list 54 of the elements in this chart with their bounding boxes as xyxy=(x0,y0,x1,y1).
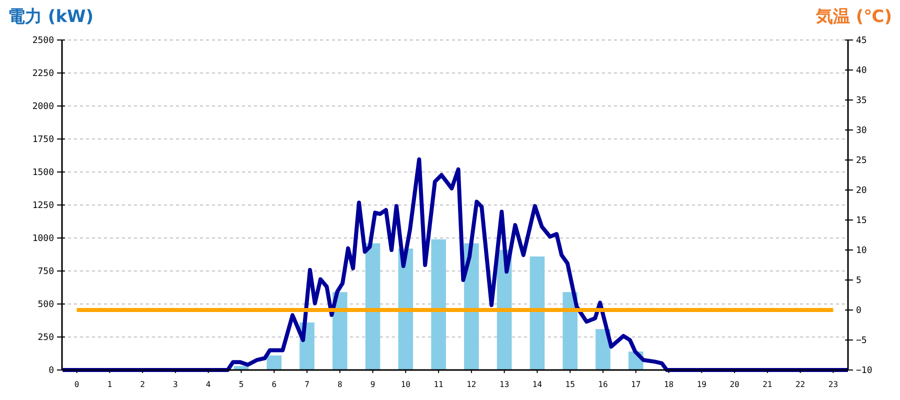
x-tick-label: 5 xyxy=(238,380,244,389)
x-tick-label: 15 xyxy=(565,380,576,389)
y2-tick-label: 45 xyxy=(856,36,867,46)
x-tick-label: 21 xyxy=(762,380,772,389)
y-tick-label: 2500 xyxy=(32,36,54,46)
bar xyxy=(365,243,380,370)
x-tick-label: 10 xyxy=(400,380,411,389)
y2-tick-label: 30 xyxy=(856,126,867,136)
x-tick-label: 2 xyxy=(140,380,146,389)
y2-tick-label: 35 xyxy=(856,96,867,106)
x-tick-label: 6 xyxy=(272,380,277,389)
x-tick-label: 12 xyxy=(466,380,476,389)
x-tick-label: 3 xyxy=(173,380,178,389)
x-tick-label: 16 xyxy=(598,380,608,389)
bar xyxy=(596,329,610,370)
y2-tick-label: 15 xyxy=(856,216,867,226)
y-tick-label: 2000 xyxy=(32,102,54,112)
x-tick-label: 19 xyxy=(696,380,707,389)
x-tick-label: 0 xyxy=(74,380,80,389)
y2-tick-label: −5 xyxy=(856,336,867,346)
y2-tick-label: 25 xyxy=(856,156,867,166)
y2-tick-label: 5 xyxy=(856,276,862,286)
y-tick-label: 1750 xyxy=(32,135,54,145)
x-tick-label: 23 xyxy=(828,380,838,389)
x-tick-label: 22 xyxy=(795,380,806,389)
x-tick-label: 20 xyxy=(730,380,740,389)
y2-axis-title: 気温 (℃) xyxy=(814,7,892,27)
x-tick-label: 13 xyxy=(500,380,510,389)
y2-tick-label: 20 xyxy=(856,186,867,196)
x-tick-label: 14 xyxy=(532,380,542,389)
y-tick-label: 500 xyxy=(38,300,54,310)
x-tick-label: 8 xyxy=(337,380,342,389)
y-tick-label: 0 xyxy=(48,366,54,376)
y-tick-label: 2250 xyxy=(32,69,54,79)
y-tick-label: 1000 xyxy=(32,234,54,244)
x-tick-label: 7 xyxy=(304,380,310,389)
y-tick-label: 250 xyxy=(38,333,54,343)
x-tick-label: 9 xyxy=(370,380,376,389)
y-axis-title: 電力 (kW) xyxy=(8,7,94,27)
y-tick-label: 750 xyxy=(38,267,54,277)
y2-tick-label: 0 xyxy=(856,306,862,316)
x-tick-label: 18 xyxy=(664,380,674,389)
x-tick-label: 1 xyxy=(107,380,112,389)
y2-tick-label: 10 xyxy=(856,246,867,256)
y-tick-label: 1500 xyxy=(32,168,54,178)
y-tick-label: 1250 xyxy=(32,201,54,211)
x-tick-label: 11 xyxy=(434,380,444,389)
bar xyxy=(266,355,282,370)
bar xyxy=(530,256,545,370)
bar xyxy=(431,239,446,370)
y2-tick-label: 40 xyxy=(856,66,867,76)
y2-tick-label: −10 xyxy=(856,366,872,376)
x-tick-label: 4 xyxy=(206,380,211,389)
x-tick-label: 17 xyxy=(631,380,641,389)
